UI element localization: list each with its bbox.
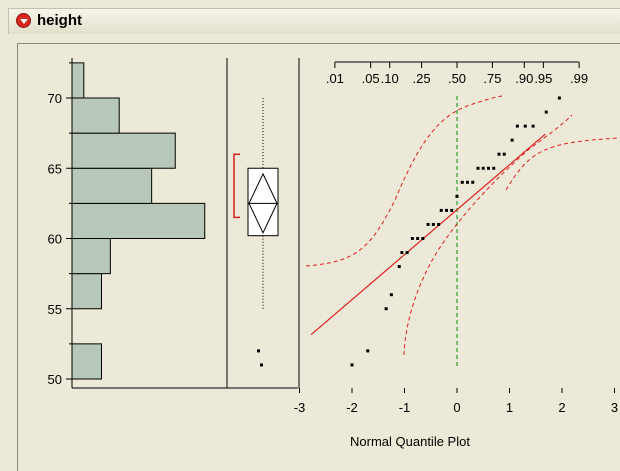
disclosure-triangle-icon[interactable] (16, 13, 31, 28)
quantile-point (384, 307, 388, 311)
upper-confidence-band (505, 137, 620, 191)
x-tick-label: 2 (558, 400, 565, 415)
quantile-point (389, 293, 393, 297)
quantile-point (455, 194, 459, 198)
histogram-bar (71, 202, 206, 239)
probability-tick-label: .10 (381, 71, 399, 86)
x-tick-label: 1 (506, 400, 513, 415)
probability-tick-label: .99 (570, 71, 588, 86)
quantile-point (515, 124, 519, 128)
quantile-point (466, 180, 469, 184)
histogram-bar (71, 273, 102, 310)
histogram-bar (71, 97, 120, 134)
probability-tick-label: .50 (448, 71, 466, 86)
quantile-point (350, 363, 354, 367)
shortest-half-bracket (233, 153, 240, 219)
quantile-point (502, 152, 506, 156)
distribution-panel (17, 43, 620, 471)
histogram-bar (71, 343, 102, 380)
probability-tick-label: .95 (534, 71, 552, 86)
probability-tick-label: .90 (515, 71, 533, 86)
x-tick-label: 3 (611, 400, 618, 415)
quantile-point (421, 237, 425, 240)
x-tick-label: 0 (453, 400, 460, 415)
y-tick-label: 50 (48, 372, 62, 387)
probability-tick-label: .75 (483, 71, 501, 86)
normal-quantile-plot: -3 -2 -1 0 1 2 3 .01 .05.10 .25 .50 .75 .90.95 .99 (294, 61, 620, 415)
outlier-point (260, 363, 263, 367)
outlier-point (257, 349, 260, 353)
quantile-point (510, 138, 514, 142)
y-axis: 50 55 60 65 70 (48, 62, 72, 387)
quantile-point (426, 222, 430, 226)
probability-tick-label: .05 (362, 71, 380, 86)
report-title: height (37, 12, 82, 29)
mean-diamond (248, 172, 278, 235)
histogram-bar (71, 167, 153, 204)
quantile-point (460, 180, 464, 184)
probability-tick-label: .01 (326, 71, 344, 86)
quantile-point (439, 208, 443, 212)
quantile-point (523, 124, 527, 128)
y-tick-label: 55 (48, 302, 62, 317)
quantile-point (410, 237, 414, 240)
x-axis-label: Normal Quantile Plot (350, 434, 470, 449)
quantile-point (471, 180, 475, 184)
quantile-point (400, 251, 404, 255)
quantile-point (531, 124, 535, 128)
upper-confidence-band (305, 95, 503, 267)
quantile-point (557, 96, 561, 100)
quantile-point (487, 166, 490, 170)
histogram-bar (71, 62, 85, 99)
histogram-bar (71, 132, 176, 169)
quantile-point (416, 237, 420, 240)
quantile-point (492, 166, 496, 170)
y-tick-label: 65 (48, 161, 62, 176)
report-title-bar: height (8, 8, 620, 34)
quantile-point (544, 110, 548, 114)
x-tick-label: -1 (399, 400, 411, 415)
probability-tick-label: .25 (413, 71, 431, 86)
quantile-point (366, 349, 370, 353)
quantile-point (431, 222, 435, 226)
outlier-box-plot (233, 98, 279, 367)
histogram (71, 62, 206, 380)
histogram-bar (71, 238, 111, 275)
quantile-point (405, 251, 409, 255)
y-tick-label: 70 (48, 91, 62, 106)
quantile-point (497, 152, 501, 156)
x-tick-label: -2 (346, 400, 358, 415)
normal-fit-line (310, 133, 546, 336)
quantile-point (445, 208, 448, 212)
quantile-point (476, 166, 480, 170)
interquartile-box (247, 167, 279, 237)
quantile-point (397, 265, 401, 269)
quantile-point (481, 166, 485, 170)
lower-confidence-band (403, 114, 573, 356)
y-tick-label: 60 (48, 232, 62, 247)
quantile-point (450, 208, 454, 212)
x-tick-label: -3 (294, 400, 306, 415)
quantile-point (437, 222, 441, 226)
